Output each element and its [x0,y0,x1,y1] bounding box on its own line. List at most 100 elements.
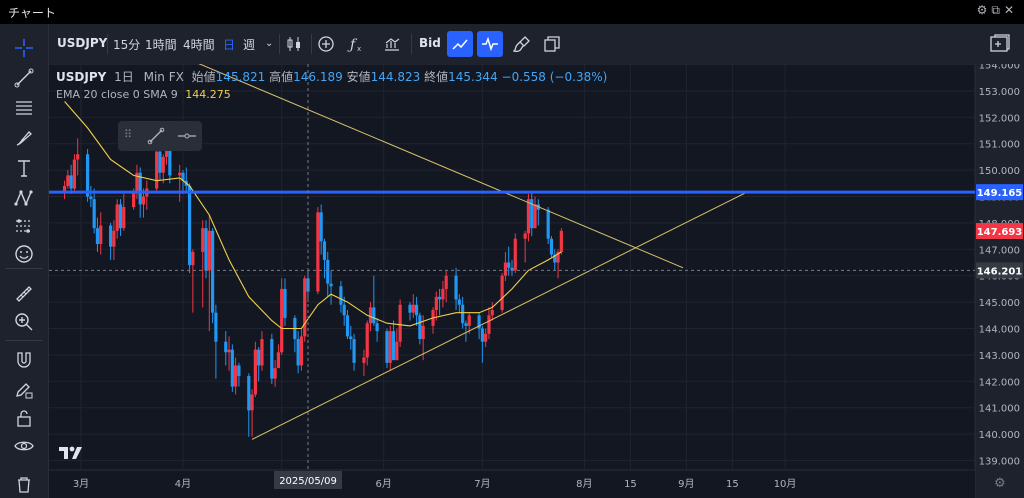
candle-type-button[interactable] [281,31,307,57]
candle-body [441,288,445,300]
add-compare-button[interactable] [313,31,339,57]
interval-1d[interactable]: 日 [223,38,236,52]
candle-body [227,349,231,353]
measure-tool[interactable] [8,212,40,240]
interval-1h[interactable]: 1時間 [145,38,177,52]
trendline-tool[interactable] [8,64,40,92]
drag-handle-icon[interactable]: ⠿ [124,128,133,141]
magnet-tool[interactable] [8,346,40,374]
settings-gear-icon[interactable]: ⚙ [994,476,1006,491]
crosshair-time-label: 2025/05/09 [274,471,343,489]
candle-body [349,336,353,340]
legend-high-label: 高値 [269,70,294,84]
candle-body [257,349,261,366]
candle-body [480,328,484,342]
toolbar-divider [411,34,412,54]
magnet-icon [17,352,31,368]
candle [549,236,554,258]
candle-body [408,304,412,313]
interval-4h[interactable]: 4時間 [183,38,215,52]
legend-low: 144.823 [370,70,421,84]
candle-body [316,212,320,292]
ema-value: 144.275 [185,88,231,101]
window-controls[interactable]: ⚙⧉✕ [977,3,1018,18]
trendlines[interactable] [163,64,750,440]
candle [303,275,307,342]
layout-button[interactable] [539,31,565,57]
time-axis[interactable] [49,470,975,498]
close-icon[interactable]: ✕ [1003,3,1018,17]
interval-1w[interactable]: 週 [243,38,256,52]
candle-body [484,333,488,342]
candle [438,288,442,316]
candle-body [559,230,563,252]
delete-tool[interactable] [8,470,40,498]
price-axis[interactable] [975,64,1024,498]
candle [257,346,261,382]
candle-body [395,341,399,361]
pattern-tool[interactable] [8,184,40,212]
zoom-tool[interactable] [8,308,40,336]
panel-toggle-button[interactable] [989,33,1011,59]
interval-15m[interactable]: 15分 [113,38,141,52]
chart-area[interactable]: 154.000153.000152.000151.000150.000149.0… [49,64,1024,498]
chart-style-button[interactable] [509,31,535,57]
price-tick-label: 139.000 [979,457,1020,468]
oscillator-mode-button[interactable] [477,31,503,57]
settings-icon[interactable]: ⚙ [976,3,992,17]
price-label: 147.693 [976,223,1023,240]
legend-low-label: 安値 [346,70,371,84]
candle-body [181,172,185,181]
candle-body [434,296,438,311]
brush-tool[interactable] [8,124,40,152]
legend-timeframe: 1日 [114,70,134,84]
unlock-tool[interactable] [8,404,40,432]
emoji-tool[interactable] [8,240,40,268]
fib-tool[interactable] [8,94,40,122]
candle-body [247,376,251,411]
price-side-toggle[interactable]: Bid [419,36,441,50]
visibility-tool[interactable] [8,432,40,460]
price-label-box [976,262,1023,279]
candle [464,320,468,342]
price-tick-label: 142.000 [979,377,1020,388]
candle [322,238,327,279]
legend-open-label: 始値 [191,70,216,84]
popout-icon[interactable]: ⧉ [991,3,1004,17]
legend-symbol: USDJPY [56,70,107,84]
time-label-text: 2025/05/09 [279,476,337,487]
trend-mode-button[interactable] [447,31,473,57]
crosshair-icon [15,39,33,57]
crosshair-tool[interactable] [8,34,40,62]
lock-drawings-tool[interactable] [8,376,40,404]
symbol-search[interactable]: USDJPY [57,36,108,50]
candle [299,328,304,371]
candle-body [89,196,93,200]
trendline-icon[interactable] [146,126,166,146]
candle [339,280,343,313]
candle [326,251,330,297]
candle-body [207,230,211,271]
candle [395,328,399,361]
candle-body [368,307,373,324]
candle-body [362,357,366,363]
crosshair [49,64,975,470]
candle [276,344,280,369]
chevron-down-icon[interactable]: ⌄ [265,38,274,49]
candle-body [92,199,96,229]
text-tool[interactable] [8,154,40,182]
candle-body [385,331,389,363]
price-label: 146.201 [976,262,1023,279]
ruler-tool[interactable] [8,280,40,308]
candle-body [306,278,310,292]
candle [484,328,488,347]
candle-body [138,172,142,205]
candle [214,304,218,379]
horizontal-ray-icon[interactable] [176,126,198,146]
price-chart[interactable]: 154.000153.000152.000151.000150.000149.0… [49,64,1024,498]
templates-button[interactable] [379,31,405,57]
candle-body [513,238,517,271]
drawing-toolbar [0,24,49,498]
candle-body [187,185,192,266]
